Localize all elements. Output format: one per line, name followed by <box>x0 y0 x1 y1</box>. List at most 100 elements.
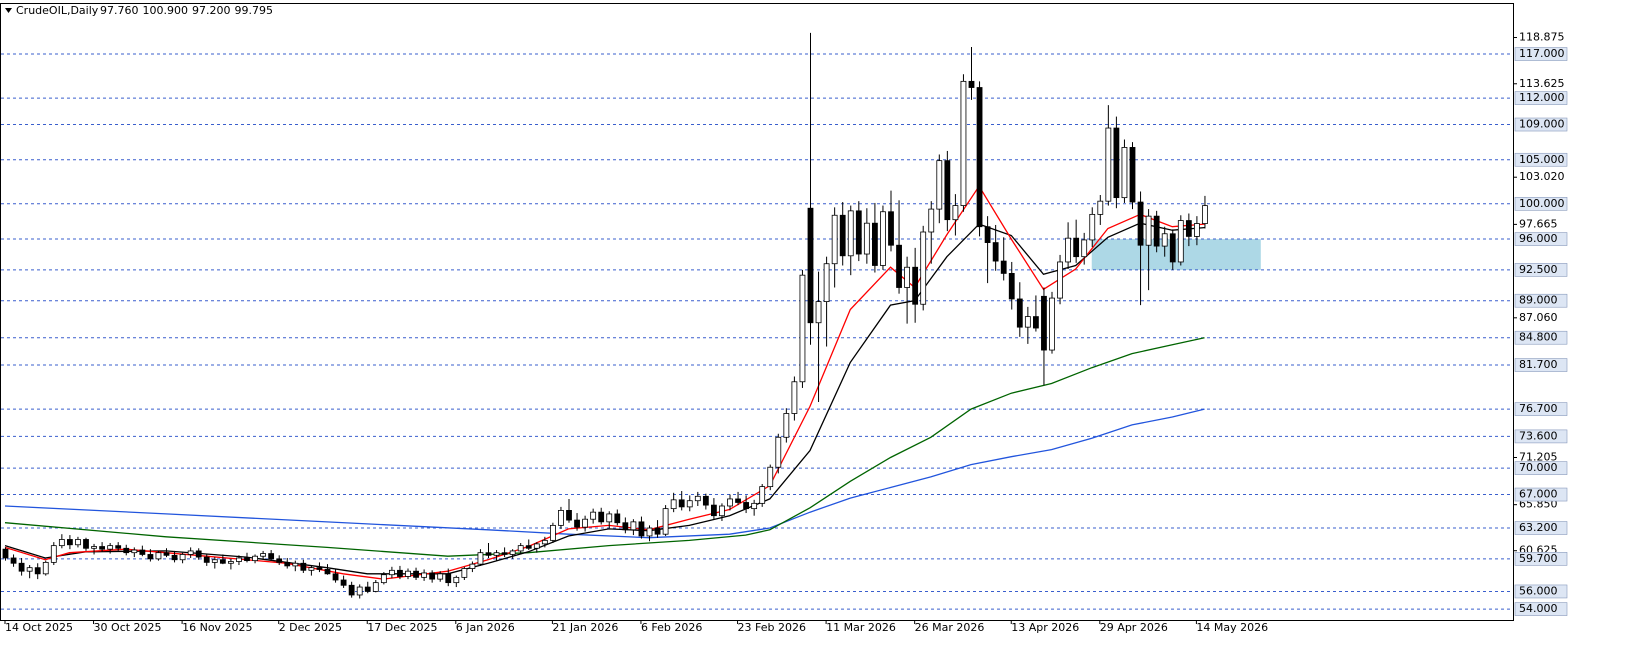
candle-body <box>936 160 943 210</box>
candle-body <box>147 554 154 560</box>
x-tick-label: 14 Oct 2025 <box>5 621 73 634</box>
candle-body <box>904 266 910 288</box>
candle-body <box>187 550 194 555</box>
candle-body <box>300 562 307 571</box>
level-label: 59.700 <box>1519 552 1558 565</box>
candle-body <box>791 381 798 414</box>
candle-body <box>1161 233 1168 247</box>
candle-body <box>252 555 258 562</box>
candle-body <box>622 522 629 531</box>
candle-body <box>1177 220 1184 263</box>
candle-body <box>944 160 951 221</box>
candle-body <box>99 546 105 550</box>
x-tick-label: 13 Apr 2026 <box>1011 621 1079 634</box>
x-tick-label: 16 Nov 2025 <box>182 621 252 634</box>
candle-body <box>1057 261 1063 299</box>
level-label-box <box>1514 330 1568 345</box>
candle-body <box>976 87 983 228</box>
candle-body <box>702 495 709 506</box>
candle-body <box>1033 316 1039 329</box>
candle-body <box>453 576 460 584</box>
candle-body <box>332 573 339 581</box>
candle-body <box>107 545 114 550</box>
candle-body <box>163 552 170 556</box>
candle-body <box>831 214 838 265</box>
candle-body <box>469 563 476 569</box>
candle-body <box>1194 223 1200 237</box>
candle-body <box>590 511 597 520</box>
level-label-box <box>1514 117 1568 132</box>
level-label-box <box>1514 487 1568 502</box>
header-value: 97.760 <box>100 4 139 17</box>
candle-body <box>920 231 927 305</box>
candle-body <box>67 539 73 546</box>
candle-body <box>678 499 685 508</box>
candle-body <box>34 567 41 575</box>
y-tick-label: 97.665 <box>1519 217 1558 230</box>
candle-body <box>558 510 564 526</box>
candle-body <box>292 562 299 567</box>
level-label: 117.000 <box>1519 47 1565 60</box>
candle-body <box>694 495 701 502</box>
candle-body <box>823 263 830 303</box>
level-label: 67.000 <box>1519 488 1558 501</box>
candle-body <box>984 226 991 243</box>
candle-body <box>50 545 57 563</box>
candle-body <box>1202 205 1208 224</box>
candle-body <box>316 567 323 570</box>
candle-body <box>1081 239 1088 258</box>
candle-body <box>437 573 444 580</box>
candle-body <box>421 572 428 578</box>
y-tick-label: 87.060 <box>1519 311 1558 324</box>
candle-body <box>1097 200 1104 215</box>
candle-body <box>1145 215 1152 246</box>
candle-body <box>1105 127 1112 202</box>
candle-body <box>574 519 580 528</box>
candle-body <box>75 539 81 546</box>
candle-body <box>1000 260 1007 274</box>
level-label: 54.000 <box>1519 602 1558 615</box>
level-label: 76.700 <box>1519 402 1558 415</box>
candle-body <box>614 513 621 524</box>
candle-body <box>888 211 894 246</box>
candle-body <box>485 552 492 556</box>
x-tick-label: 21 Jan 2026 <box>552 621 618 634</box>
candle-body <box>308 567 315 571</box>
level-label: 92.500 <box>1519 263 1558 276</box>
moving-average <box>4 408 1205 539</box>
candle-body <box>711 504 717 517</box>
candle-body <box>912 266 919 305</box>
candle-body <box>783 413 790 438</box>
candle-body <box>638 521 645 537</box>
candle-body <box>525 545 532 549</box>
header-value: 99.795 <box>235 4 274 17</box>
candle-body <box>847 210 854 257</box>
candle-body <box>123 547 130 554</box>
candle-body <box>372 582 379 592</box>
x-tick-label: 14 May 2026 <box>1196 621 1268 634</box>
candle-body <box>340 579 347 586</box>
candle-body <box>227 561 234 564</box>
menu-arrow[interactable] <box>5 8 12 13</box>
candle-body <box>276 558 283 563</box>
candle-body <box>1169 233 1176 263</box>
candle-body <box>397 569 403 577</box>
candle-body <box>582 518 588 528</box>
frame <box>0 3 1514 621</box>
candle-body <box>719 505 725 517</box>
y-tick-label: 113.625 <box>1519 77 1565 90</box>
candle-body <box>284 561 291 567</box>
candle-body <box>727 498 733 507</box>
candle-body <box>1008 273 1015 300</box>
candle-body <box>872 222 878 266</box>
candle-body <box>880 211 886 266</box>
x-tick-label: 6 Feb 2026 <box>641 621 702 634</box>
candle-body <box>751 502 758 510</box>
candle-body <box>855 210 862 255</box>
candle-body <box>759 486 766 504</box>
x-tick-label: 26 Mar 2026 <box>915 621 985 634</box>
candle-body <box>1153 215 1160 247</box>
candle-body <box>155 552 162 560</box>
level-label-box <box>1514 584 1568 599</box>
